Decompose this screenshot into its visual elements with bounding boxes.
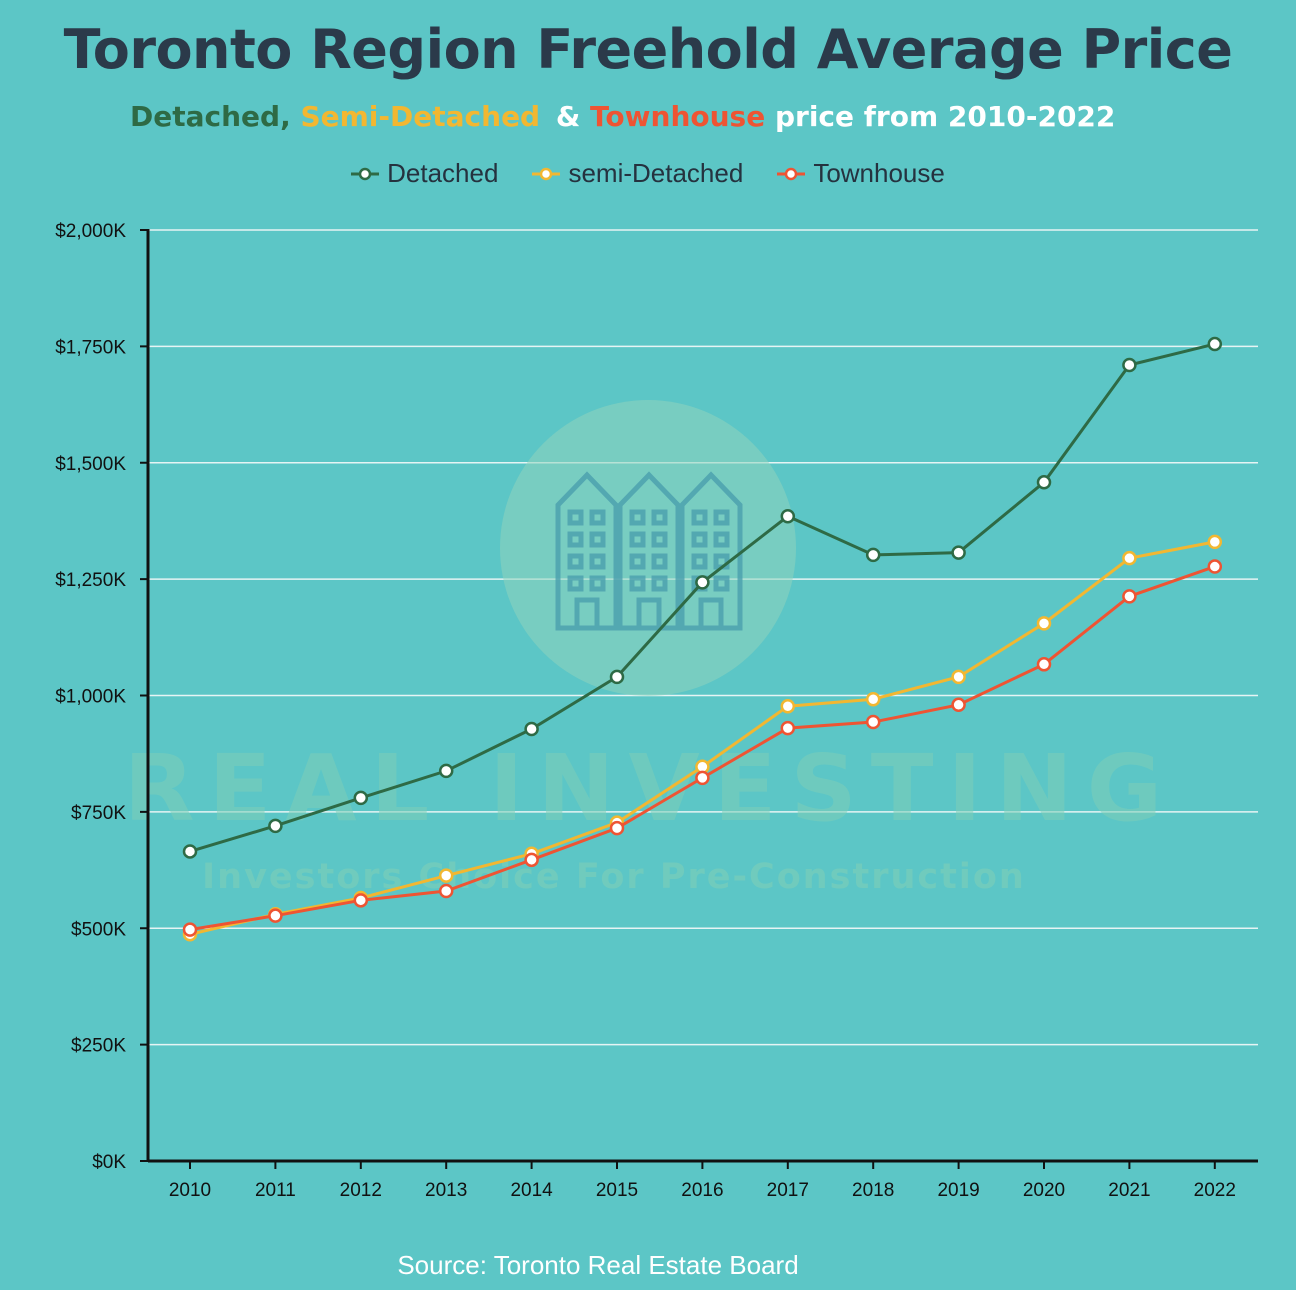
data-point <box>1207 534 1223 550</box>
data-point <box>524 721 539 737</box>
data-point <box>780 720 796 736</box>
data-point <box>780 698 796 714</box>
data-point <box>865 714 881 730</box>
townhouse-buildings-icon <box>555 471 743 631</box>
data-point <box>182 922 198 937</box>
legend-item-townhouse: Townhouse <box>777 158 945 189</box>
subtitle-rest: price from 2010-2022 <box>774 100 1116 133</box>
y-tick-label: $1,000K <box>55 687 126 708</box>
legend-marker-townhouse <box>777 167 806 180</box>
data-point <box>951 545 966 560</box>
y-tick-label: $500K <box>71 919 126 940</box>
legend-label-semi-detached: semi-Detached <box>568 158 744 188</box>
chart-subtitle: Detached, Semi-Detached & Townhouse pric… <box>130 100 1115 133</box>
x-tick-label: 2010 <box>169 1180 211 1201</box>
x-tick-label: 2013 <box>425 1180 467 1201</box>
chart-title: Toronto Region Freehold Average Price <box>63 18 1233 81</box>
y-tick-label: $1,500K <box>55 454 126 475</box>
x-tick-label: 2014 <box>510 1180 553 1201</box>
y-tick-label: $1,250K <box>55 570 126 591</box>
data-point <box>1122 357 1137 373</box>
data-point <box>780 509 796 524</box>
data-point <box>1207 559 1223 574</box>
data-point <box>1122 589 1137 604</box>
data-point <box>1207 336 1223 352</box>
x-tick-label: 2018 <box>852 1180 894 1201</box>
y-tick-label: $750K <box>71 803 126 824</box>
subtitle-townhouse: Townhouse <box>590 100 766 133</box>
data-point <box>951 697 966 713</box>
x-tick-label: 2011 <box>255 1180 296 1201</box>
y-tick-label: $1,750K <box>55 337 126 358</box>
x-tick-label: 2015 <box>596 1180 638 1201</box>
series-townhouse <box>182 559 1223 937</box>
x-tick-label: 2012 <box>340 1180 382 1201</box>
data-point <box>865 547 881 563</box>
watermark: REAL INVESTING Investors Choice For Pre-… <box>124 400 1177 897</box>
y-tick-label: $0K <box>92 1152 126 1173</box>
legend-marker-detached <box>351 167 380 180</box>
line-chart: REAL INVESTING Investors Choice For Pre-… <box>55 221 1258 1201</box>
watermark-main-text: REAL INVESTING <box>124 735 1177 842</box>
x-tick-label: 2022 <box>1194 1180 1236 1201</box>
legend-item-semi-detached: semi-Detached <box>532 158 743 189</box>
legend-label-townhouse: Townhouse <box>813 158 945 188</box>
series-lines <box>182 336 1223 942</box>
data-point <box>609 820 625 836</box>
data-point <box>268 818 283 834</box>
data-point <box>438 868 454 883</box>
x-axis-ticks: 2010 2011 2012 2013 2014 2015 2016 2017 2018 2019… <box>169 1161 1236 1201</box>
legend-label-detached: Detached <box>387 158 499 188</box>
data-point <box>865 691 881 707</box>
watermark-circle <box>500 400 796 696</box>
subtitle-detached: Detached, <box>130 100 291 133</box>
series-detached <box>182 336 1223 859</box>
legend-marker-semi-detached <box>532 167 561 180</box>
data-point <box>695 575 710 590</box>
data-point <box>1036 475 1052 490</box>
x-tick-label: 2016 <box>681 1180 723 1201</box>
source-note: Source: Toronto Real Estate Board <box>397 1250 799 1280</box>
data-point <box>1036 657 1052 672</box>
data-point <box>524 852 539 868</box>
data-point <box>268 908 283 923</box>
x-tick-label: 2017 <box>767 1180 809 1201</box>
legend-item-detached: Detached <box>351 158 498 189</box>
chart-legend: Detached semi-Detached Townhouse <box>0 158 1296 189</box>
x-tick-label: 2020 <box>1023 1180 1065 1201</box>
y-tick-label: $250K <box>71 1036 126 1057</box>
data-point <box>951 669 966 685</box>
data-point <box>438 883 454 899</box>
subtitle-semi: Semi-Detached <box>300 100 541 133</box>
data-point <box>1122 550 1137 566</box>
data-point <box>353 790 369 806</box>
data-point <box>609 669 625 685</box>
data-point <box>1036 616 1052 631</box>
x-tick-label: 2021 <box>1108 1180 1150 1201</box>
subtitle-amp: & <box>555 100 581 133</box>
data-point <box>182 844 198 859</box>
y-tick-label: $2,000K <box>55 221 126 242</box>
data-point <box>695 770 710 786</box>
y-axis-ticks: $0K $250K $500K $750K $1,000K $1,250K $1,500K $… <box>55 221 148 1173</box>
data-point <box>438 763 454 779</box>
x-tick-label: 2019 <box>937 1180 979 1201</box>
watermark-tagline: Investors Choice For Pre-Construction <box>202 857 1026 897</box>
data-point <box>353 893 369 908</box>
